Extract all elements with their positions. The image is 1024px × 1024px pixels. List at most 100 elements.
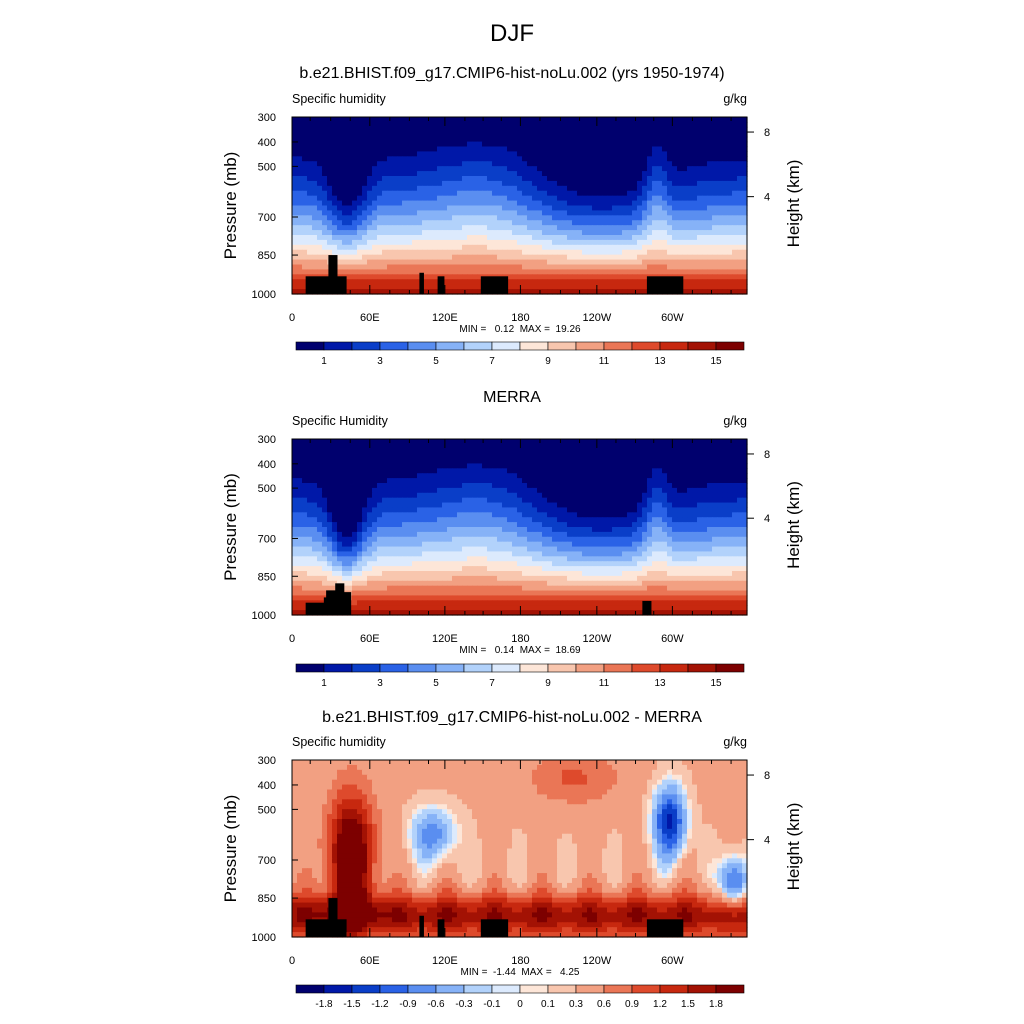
heatmap-cell: [457, 478, 463, 484]
heatmap-cell: [452, 239, 458, 246]
heatmap-cell: [637, 439, 643, 445]
heatmap-cell: [507, 200, 513, 207]
heatmap-cell: [662, 483, 668, 489]
heatmap-cell: [637, 259, 643, 266]
heatmap-cell: [292, 117, 298, 123]
heatmap-cell: [487, 171, 493, 177]
heatmap-cell: [432, 205, 438, 212]
heatmap-cell: [387, 235, 393, 241]
heatmap-cell: [717, 151, 723, 157]
heatmap-cell: [677, 478, 683, 484]
heatmap-cell: [672, 507, 678, 513]
heatmap-cell: [357, 205, 363, 212]
heatmap-cell: [712, 492, 718, 499]
heatmap-cell: [727, 190, 733, 197]
heatmap-cell: [317, 453, 323, 460]
heatmap-cell: [487, 239, 493, 246]
heatmap-cell: [437, 131, 443, 138]
heatmap-cell: [487, 244, 493, 251]
heatmap-cell: [322, 487, 328, 494]
heatmap-cell: [402, 200, 408, 207]
heatmap-cell: [512, 166, 518, 172]
heatmap-cell: [602, 473, 608, 479]
heatmap-cell: [517, 448, 523, 455]
heatmap-cell: [317, 274, 323, 280]
heatmap-cell: [657, 220, 663, 226]
heatmap-cell: [617, 492, 623, 499]
heatmap-cell: [652, 483, 658, 489]
heatmap-cell: [337, 463, 343, 469]
heatmap-cell: [742, 230, 748, 236]
heatmap-cell: [312, 439, 318, 445]
heatmap-cell: [327, 131, 333, 138]
heatmap-cell: [542, 171, 548, 177]
heatmap-cell: [732, 264, 738, 271]
heatmap-cell: [397, 487, 403, 494]
heatmap-cell: [552, 453, 558, 460]
heatmap-cell: [327, 230, 333, 236]
heatmap-cell: [397, 517, 403, 523]
heatmap-cell: [582, 458, 588, 465]
heatmap-cell: [462, 220, 468, 226]
heatmap-cell: [352, 176, 358, 182]
heatmap-cell: [502, 483, 508, 489]
heatmap-cell: [337, 443, 343, 450]
heatmap-cell: [417, 522, 423, 528]
heatmap-cell: [472, 497, 478, 504]
heatmap-cell: [547, 274, 553, 280]
y2-tick-label: 8: [764, 127, 770, 139]
heatmap-cell: [542, 289, 548, 295]
heatmap-cell: [442, 200, 448, 207]
heatmap-cell: [342, 448, 348, 455]
heatmap-cell: [292, 141, 298, 148]
heatmap-cell: [587, 136, 593, 143]
heatmap-cell: [542, 146, 548, 153]
heatmap-cell: [532, 478, 538, 484]
heatmap-cell: [482, 492, 488, 499]
heatmap-cell: [357, 230, 363, 236]
heatmap-cell: [672, 254, 678, 261]
heatmap-cell: [632, 274, 638, 280]
heatmap-cell: [587, 259, 593, 266]
heatmap-cell: [667, 176, 673, 182]
heatmap-cell: [567, 146, 573, 153]
heatmap-cell: [372, 185, 378, 192]
heatmap-cell: [297, 483, 303, 489]
heatmap-cell: [442, 180, 448, 187]
heatmap-cell: [672, 439, 678, 445]
heatmap-cell: [627, 448, 633, 455]
heatmap-cell: [422, 161, 428, 167]
heatmap-cell: [707, 210, 713, 216]
heatmap-cell: [362, 517, 368, 523]
heatmap-cell: [597, 439, 603, 445]
heatmap-cell: [432, 136, 438, 143]
heatmap-cell: [672, 141, 678, 148]
heatmap-cell: [617, 210, 623, 216]
heatmap-cell: [467, 274, 473, 280]
heatmap-cell: [297, 171, 303, 177]
heatmap-cell: [712, 507, 718, 513]
heatmap-cell: [682, 492, 688, 499]
heatmap-cell: [702, 190, 708, 197]
heatmap-cell: [662, 220, 668, 226]
heatmap-cell: [507, 279, 513, 285]
heatmap-cell: [582, 151, 588, 157]
heatmap-cell: [737, 458, 743, 465]
heatmap-cell: [337, 190, 343, 197]
heatmap-cell: [467, 517, 473, 523]
heatmap-cell: [617, 259, 623, 266]
heatmap-cell: [512, 492, 518, 499]
heatmap-cell: [532, 512, 538, 518]
heatmap-cell: [722, 439, 728, 445]
heatmap-cell: [667, 492, 673, 499]
heatmap-cell: [357, 180, 363, 187]
heatmap-cell: [307, 190, 313, 197]
heatmap-cell: [652, 220, 658, 226]
heatmap-cell: [717, 176, 723, 182]
heatmap-cell: [462, 171, 468, 177]
heatmap-cell: [672, 487, 678, 494]
heatmap-cell: [562, 161, 568, 167]
heatmap-cell: [457, 239, 463, 246]
heatmap-cell: [337, 468, 343, 474]
heatmap-cell: [307, 151, 313, 157]
